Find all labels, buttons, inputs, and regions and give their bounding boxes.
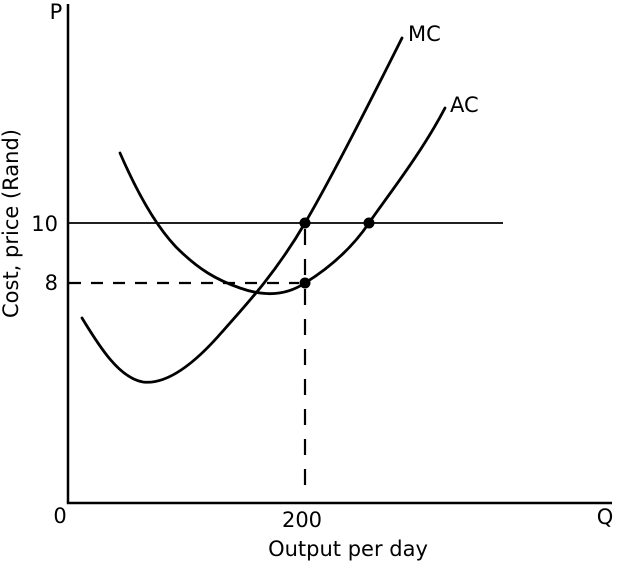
mc-curve xyxy=(80,36,404,384)
ac-price-intersection-dot xyxy=(363,217,375,229)
y-tick-label-8: 8 xyxy=(45,271,58,295)
mc-curve-label: MC xyxy=(408,22,441,46)
ac-minimum-dot xyxy=(299,277,311,289)
x-tick-label-200: 200 xyxy=(282,508,322,532)
mc-price-intersection-dot xyxy=(299,217,311,229)
origin-label: 0 xyxy=(53,504,66,528)
ac-curve-label: AC xyxy=(450,93,479,117)
y-axis-title: Cost, price (Rand) xyxy=(0,129,23,318)
y-axis-letter: P xyxy=(50,0,63,24)
x-axis-title: Output per day xyxy=(268,537,428,561)
ac-curve xyxy=(118,106,447,295)
x-axis-letter: Q xyxy=(597,505,614,529)
y-tick-label-10: 10 xyxy=(31,212,58,236)
